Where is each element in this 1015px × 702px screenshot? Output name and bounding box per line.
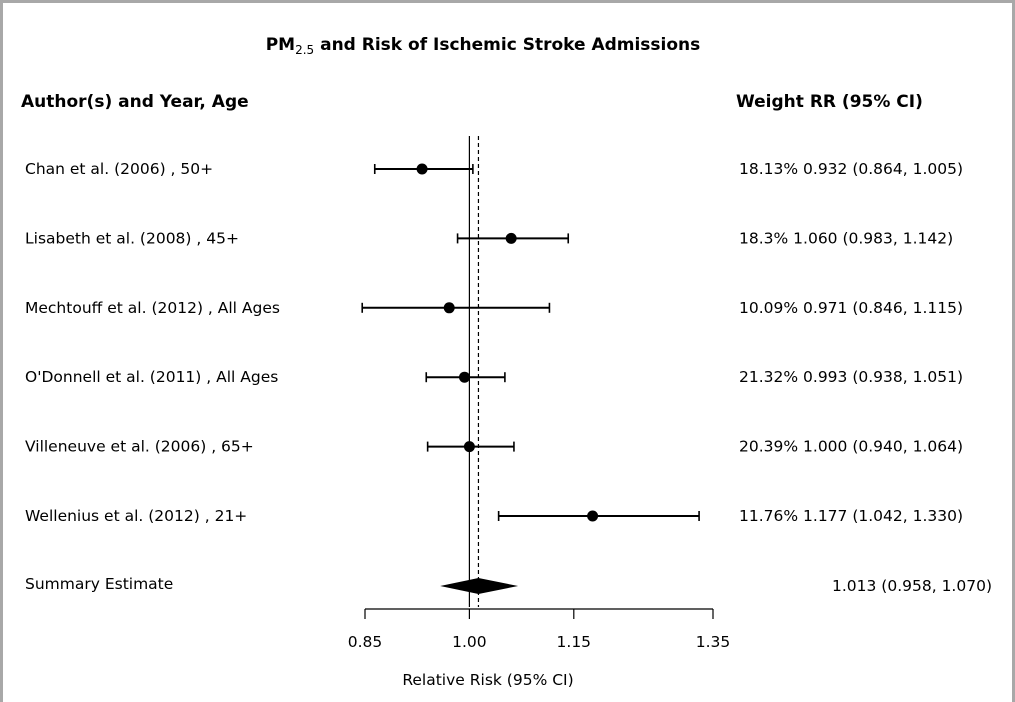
study-label: O'Donnell et al. (2011) , All Ages bbox=[25, 368, 278, 386]
summary-diamond bbox=[440, 578, 519, 594]
x-tick-label: 1.35 bbox=[696, 633, 731, 651]
study-weight-rr: 10.09% 0.971 (0.846, 1.115) bbox=[739, 299, 963, 317]
point-estimate bbox=[459, 371, 471, 383]
weight-rr-column-header: Weight RR (95% CI) bbox=[736, 92, 923, 112]
summary-rr: 1.013 (0.958, 1.070) bbox=[832, 577, 992, 595]
x-tick-label: 1.15 bbox=[557, 633, 592, 651]
point-estimate bbox=[505, 232, 517, 244]
summary-label: Summary Estimate bbox=[25, 575, 173, 593]
study-label: Mechtouff et al. (2012) , All Ages bbox=[25, 299, 280, 317]
point-estimate bbox=[416, 163, 428, 175]
study-label: Wellenius et al. (2012) , 21+ bbox=[25, 507, 247, 525]
study-weight-rr: 11.76% 1.177 (1.042, 1.330) bbox=[739, 507, 963, 525]
chart-title-subscript: 2.5 bbox=[295, 43, 314, 57]
study-label: Chan et al. (2006) , 50+ bbox=[25, 160, 213, 178]
x-tick-label: 1.00 bbox=[452, 633, 487, 651]
point-estimate bbox=[587, 510, 599, 522]
study-weight-rr: 21.32% 0.993 (0.938, 1.051) bbox=[739, 368, 963, 386]
forest-marks: Chan et al. (2006) , 50+ 18.13% 0.932 (0.… bbox=[25, 136, 992, 651]
point-estimate bbox=[443, 302, 455, 314]
x-axis-label: Relative Risk (95% CI) bbox=[402, 671, 573, 689]
study-column-header: Author(s) and Year, Age bbox=[21, 92, 249, 112]
x-tick-label: 0.85 bbox=[348, 633, 383, 651]
study-weight-rr: 20.39% 1.000 (0.940, 1.064) bbox=[739, 438, 963, 456]
chart-title: PM2.5 and Risk of Ischemic Stroke Admiss… bbox=[266, 35, 701, 57]
study-weight-rr: 18.3% 1.060 (0.983, 1.142) bbox=[739, 229, 953, 247]
forest-plot: PM2.5 and Risk of Ischemic Stroke Admiss… bbox=[21, 35, 992, 689]
study-weight-rr: 18.13% 0.932 (0.864, 1.005) bbox=[739, 160, 963, 178]
study-label: Villeneuve et al. (2006) , 65+ bbox=[25, 438, 254, 456]
study-label: Lisabeth et al. (2008) , 45+ bbox=[25, 229, 239, 247]
point-estimate bbox=[463, 441, 475, 453]
